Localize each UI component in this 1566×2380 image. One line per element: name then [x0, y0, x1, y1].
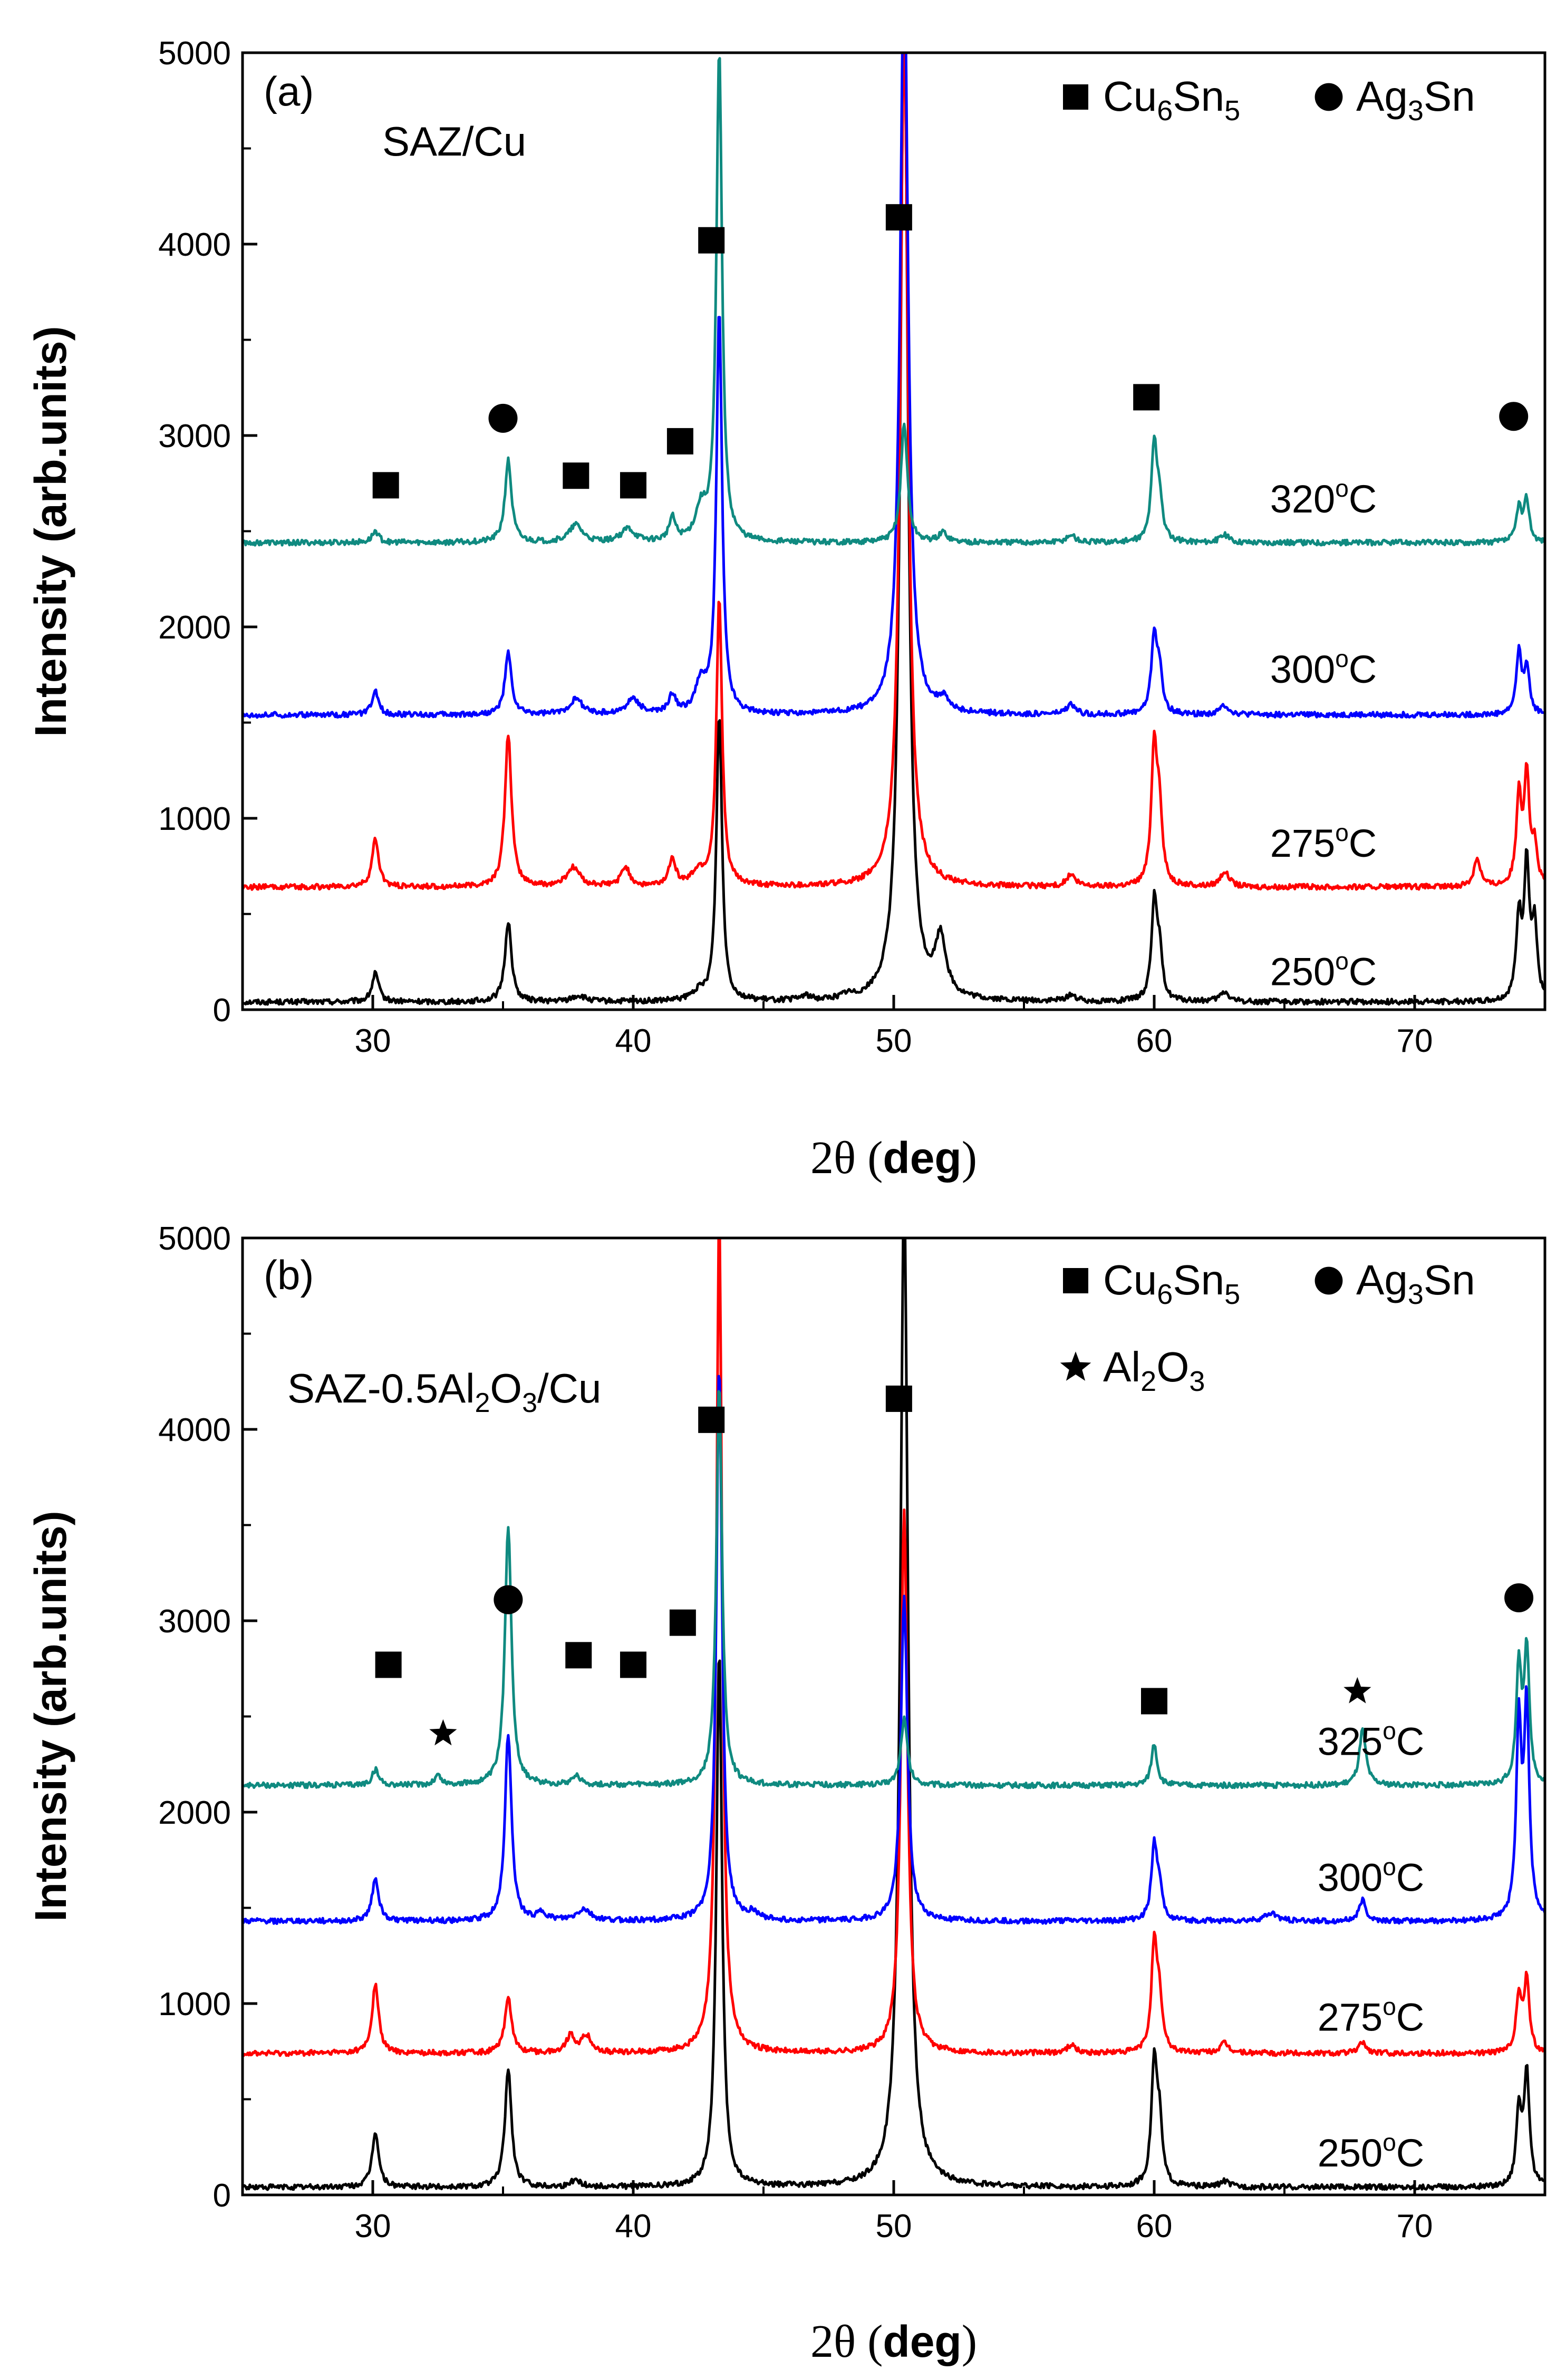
- square-marker-b: [375, 1651, 402, 1678]
- series-line-a-320: [243, 57, 1545, 547]
- series-line-b-275: [243, 1238, 1545, 2057]
- series-line-b-325: [243, 1390, 1545, 1789]
- x-axis-title-a: 2θ (deg): [810, 1133, 977, 1184]
- panel-title-a: SAZ/Cu: [382, 118, 526, 165]
- x-axis-title-b: 2θ (deg): [810, 2316, 977, 2367]
- y-tick-label-b: 3000: [158, 1603, 231, 1640]
- square-marker-a: [372, 472, 399, 499]
- x-tick-label-a: 40: [615, 1023, 652, 1059]
- y-tick-label-a: 5000: [158, 35, 231, 72]
- circle-marker-a: [488, 403, 518, 433]
- legend-circle-icon: [1314, 1266, 1343, 1295]
- y-axis-title-a: Intensity (arb.units): [26, 326, 75, 737]
- square-marker-a: [885, 204, 912, 231]
- circle-marker-b: [494, 1585, 523, 1614]
- legend-label-a: Cu6Sn5: [1103, 73, 1240, 127]
- series-line-a-300: [243, 53, 1545, 719]
- temperature-label-a: 250oC: [1270, 947, 1377, 993]
- series-line-a-250: [243, 53, 1545, 1006]
- y-tick-label-b: 4000: [158, 1412, 231, 1448]
- square-marker-a: [563, 462, 589, 489]
- square-marker-b: [620, 1651, 646, 1678]
- x-tick-label-b: 60: [1136, 2208, 1173, 2244]
- temperature-label-b: 275oC: [1318, 1992, 1425, 2039]
- legend-a: Cu6Sn5 Ag3Sn: [1063, 73, 1475, 127]
- x-tick-label-b: 50: [876, 2208, 912, 2244]
- circle-marker-b: [1504, 1583, 1534, 1612]
- temperature-label-a: 275oC: [1270, 819, 1377, 865]
- legend-square-icon: [1063, 84, 1088, 110]
- y-tick-label-b: 5000: [158, 1221, 231, 1257]
- x-tick-label-a: 50: [876, 1023, 912, 1059]
- legend-b: Cu6Sn5 Ag3Sn Al2O3: [1060, 1256, 1475, 1397]
- y-tick-label-a: 0: [213, 992, 231, 1029]
- star-marker-b: [429, 1719, 457, 1746]
- square-marker-b: [698, 1406, 725, 1433]
- x-tick-label-a: 70: [1397, 1023, 1433, 1059]
- x-tick-label-a: 30: [355, 1023, 391, 1059]
- temperature-label-a: 320oC: [1270, 475, 1377, 521]
- y-tick-label-a: 4000: [158, 227, 231, 263]
- square-marker-b: [885, 1385, 912, 1412]
- x-tick-label-b: 40: [615, 2208, 652, 2244]
- temperature-label-b: 250oC: [1318, 2129, 1425, 2175]
- panel-b: 30 40 50 60 70 0 1000 2000 3000 4000 5000 (b) SAZ-…: [26, 1221, 1546, 2367]
- panel-title-b: SAZ-0.5Al2O3/Cu: [287, 1365, 601, 1418]
- y-tick-label-b: 1000: [158, 1986, 231, 2023]
- x-tick-label-b: 70: [1397, 2208, 1433, 2244]
- square-marker-b: [565, 1642, 592, 1669]
- legend-circle-icon: [1314, 83, 1343, 111]
- temperature-label-a: 300oC: [1270, 645, 1377, 691]
- y-tick-label-a: 1000: [158, 801, 231, 837]
- temperature-label-b: 300oC: [1318, 1853, 1425, 1899]
- square-marker-a: [620, 472, 646, 499]
- square-marker-b: [1141, 1688, 1167, 1715]
- legend-star-icon: [1060, 1351, 1091, 1381]
- series-line-b-300: [243, 1375, 1545, 1925]
- plot-frame-a: [241, 51, 1546, 1011]
- x-tick-label-a: 60: [1136, 1023, 1173, 1059]
- y-tick-label-a: 2000: [158, 609, 231, 646]
- temperature-label-b: 325oC: [1318, 1717, 1425, 1764]
- panel-label-b: (b): [264, 1252, 314, 1298]
- series-line-a-275: [243, 53, 1545, 891]
- y-tick-label-a: 3000: [158, 418, 231, 454]
- plot-frame-b: [241, 1236, 1546, 2197]
- panel-label-a: (a): [264, 68, 314, 114]
- plot-area-a: [243, 53, 1545, 1010]
- series-line-b-250: [243, 1238, 1545, 2191]
- y-tick-label-b: 2000: [158, 1795, 231, 1831]
- legend-label-b: Al2O3: [1103, 1343, 1205, 1397]
- panel-a: 30 40 50 60 70 0 1000 2000 3000 4000 5000 (a) SAZ/…: [26, 35, 1546, 1184]
- legend-square-icon: [1063, 1268, 1088, 1293]
- square-marker-a: [698, 227, 725, 254]
- square-marker-b: [669, 1609, 696, 1636]
- y-axis-title-b: Intensity (arb.units): [26, 1511, 75, 1921]
- legend-label-b: Cu6Sn5: [1103, 1256, 1240, 1310]
- legend-label-b: Ag3Sn: [1356, 1256, 1475, 1310]
- square-marker-a: [1133, 384, 1160, 411]
- square-marker-a: [666, 428, 693, 454]
- circle-marker-a: [1499, 402, 1529, 431]
- y-tick-label-b: 0: [213, 2178, 231, 2214]
- star-marker-b: [1343, 1677, 1371, 1704]
- x-tick-label-b: 30: [355, 2208, 391, 2244]
- legend-label-a: Ag3Sn: [1356, 73, 1475, 127]
